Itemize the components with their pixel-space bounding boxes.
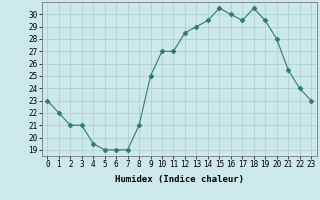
- X-axis label: Humidex (Indice chaleur): Humidex (Indice chaleur): [115, 175, 244, 184]
